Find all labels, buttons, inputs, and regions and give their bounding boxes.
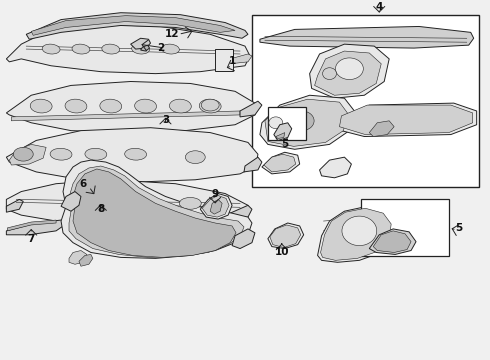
Polygon shape (6, 199, 23, 212)
Polygon shape (270, 225, 301, 248)
Polygon shape (6, 180, 248, 225)
Ellipse shape (322, 68, 337, 80)
Polygon shape (11, 111, 240, 121)
Polygon shape (319, 157, 351, 178)
Polygon shape (260, 95, 354, 149)
Polygon shape (315, 51, 381, 95)
Polygon shape (232, 229, 255, 248)
Polygon shape (73, 169, 236, 257)
Text: 1: 1 (228, 56, 236, 66)
Text: 5: 5 (281, 139, 289, 149)
Ellipse shape (162, 44, 179, 54)
Polygon shape (230, 54, 252, 64)
Ellipse shape (42, 44, 60, 54)
Polygon shape (61, 160, 252, 258)
Text: 3: 3 (162, 115, 169, 125)
Text: 4: 4 (375, 2, 383, 12)
Polygon shape (61, 192, 81, 211)
Bar (252, 15, 479, 186)
Ellipse shape (132, 44, 149, 54)
Ellipse shape (65, 99, 87, 113)
Polygon shape (6, 24, 250, 74)
Ellipse shape (13, 147, 33, 161)
Text: 8: 8 (97, 204, 104, 214)
Polygon shape (276, 132, 285, 139)
Polygon shape (369, 121, 394, 136)
Text: 5: 5 (455, 223, 463, 233)
Polygon shape (31, 15, 235, 35)
Ellipse shape (269, 117, 283, 129)
Ellipse shape (100, 99, 122, 113)
Polygon shape (202, 195, 229, 217)
Ellipse shape (30, 99, 52, 113)
Polygon shape (228, 205, 252, 219)
Ellipse shape (199, 99, 221, 113)
Polygon shape (6, 128, 258, 182)
Polygon shape (240, 101, 262, 117)
Ellipse shape (50, 148, 72, 160)
Ellipse shape (179, 197, 201, 209)
Text: 10: 10 (274, 247, 289, 257)
Ellipse shape (336, 58, 363, 80)
Polygon shape (69, 166, 244, 257)
Polygon shape (200, 194, 232, 219)
Text: 7: 7 (27, 234, 35, 244)
Polygon shape (210, 199, 222, 214)
Ellipse shape (201, 99, 219, 111)
Ellipse shape (289, 111, 314, 131)
Polygon shape (79, 255, 93, 266)
Text: 9: 9 (212, 189, 219, 198)
Ellipse shape (135, 99, 156, 113)
Polygon shape (131, 38, 150, 49)
Polygon shape (6, 81, 255, 132)
Polygon shape (338, 103, 477, 136)
Polygon shape (373, 231, 411, 252)
Text: 12: 12 (165, 29, 180, 39)
Polygon shape (318, 206, 397, 262)
Polygon shape (262, 152, 300, 174)
Polygon shape (141, 45, 149, 51)
Polygon shape (340, 105, 473, 135)
Polygon shape (9, 144, 46, 165)
Ellipse shape (342, 216, 377, 246)
Polygon shape (320, 208, 391, 260)
Polygon shape (7, 220, 56, 231)
Polygon shape (244, 157, 262, 172)
Ellipse shape (170, 99, 191, 113)
Bar (268, 107, 306, 140)
Polygon shape (260, 27, 474, 48)
Polygon shape (265, 99, 347, 147)
Polygon shape (268, 223, 304, 248)
Polygon shape (264, 154, 295, 172)
Text: 2: 2 (157, 43, 164, 53)
Polygon shape (6, 220, 66, 235)
Bar (215, 49, 233, 71)
Ellipse shape (85, 148, 107, 160)
Ellipse shape (185, 151, 205, 163)
Polygon shape (369, 229, 416, 255)
Polygon shape (69, 251, 87, 264)
Text: 6: 6 (79, 179, 87, 189)
Ellipse shape (102, 44, 120, 54)
Polygon shape (274, 123, 292, 140)
Ellipse shape (124, 148, 147, 160)
Bar (361, 199, 449, 256)
Text: 11: 11 (384, 238, 398, 248)
Ellipse shape (72, 44, 90, 54)
Polygon shape (310, 44, 389, 98)
Polygon shape (26, 13, 248, 39)
